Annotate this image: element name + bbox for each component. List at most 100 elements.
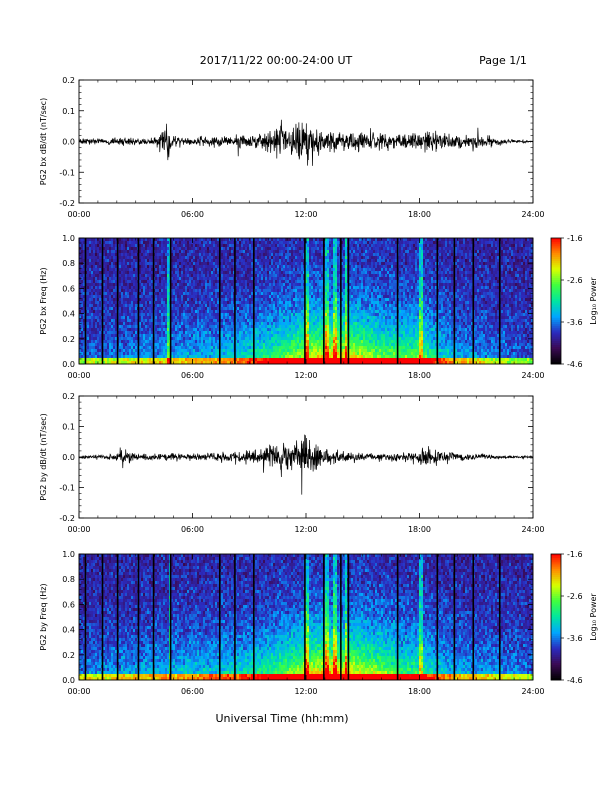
spectrogram-cell (181, 352, 184, 356)
spectrogram-cell (173, 316, 176, 320)
spectrogram-cell (271, 289, 274, 293)
spectrogram-cell (277, 331, 280, 335)
spectrogram-cell (249, 361, 252, 365)
spectrogram-cell (109, 271, 112, 275)
spectrogram-cell (291, 292, 294, 296)
spectrogram-cell (295, 268, 298, 272)
spectrogram-cell (139, 346, 142, 350)
spectrogram-cell (291, 325, 294, 329)
spectrogram-cell (241, 259, 244, 263)
spectrogram-cell (177, 277, 180, 281)
spectrogram-cell (149, 352, 152, 356)
spectrogram-cell (115, 313, 118, 317)
spectrogram-cell (105, 298, 108, 302)
spectrogram-cell (89, 343, 92, 347)
spectrogram-cell (267, 298, 270, 302)
spectrogram-cell (145, 343, 148, 347)
spectrogram-cell (171, 256, 174, 260)
spectrogram-cell (99, 259, 102, 263)
spectrogram-cell (281, 313, 284, 317)
spectrogram-cell (197, 325, 200, 329)
spectrogram-cell (259, 244, 262, 248)
spectrogram-cell (227, 349, 230, 353)
spectrogram-cell (307, 316, 310, 320)
spectrogram-cell (81, 238, 84, 242)
spectrogram-cell (301, 301, 304, 305)
spectrogram-cell (139, 271, 142, 275)
spectrogram-cell (293, 286, 296, 290)
spectrogram-cell (113, 277, 116, 281)
spectrogram-cell (241, 241, 244, 245)
spectrogram-cell (295, 283, 298, 287)
spectrogram-cell (255, 337, 258, 341)
spectrogram-cell (173, 346, 176, 350)
spectrogram-cell (301, 343, 304, 347)
spectrogram-cell (131, 331, 134, 335)
spectrogram-cell (179, 313, 182, 317)
spectrogram-cell (277, 310, 280, 314)
spectrogram-cell (167, 328, 170, 332)
spectrogram-cell (285, 292, 288, 296)
spectrogram-cell (141, 268, 144, 272)
spectrogram-cell (237, 301, 240, 305)
spectrogram-cell (195, 271, 198, 275)
spectrogram-cell (145, 256, 148, 260)
spectrogram-cell (143, 286, 146, 290)
spectrogram-cell (237, 307, 240, 311)
spectrogram-cell (283, 286, 286, 290)
spectrogram-cell (133, 334, 136, 338)
spectrogram-cell (217, 253, 220, 257)
spectrogram-cell (157, 250, 160, 254)
spectrogram-cell (203, 349, 206, 353)
spectrogram-cell (287, 325, 290, 329)
spectrogram-cell (97, 259, 100, 263)
spectrogram-cell (127, 310, 130, 314)
spectrogram-cell (275, 253, 278, 257)
spectrogram-cell (215, 316, 218, 320)
spectrogram-cell (181, 259, 184, 263)
spectrogram-cell (177, 349, 180, 353)
spectrogram-cell (229, 316, 232, 320)
spectrogram-cell (285, 244, 288, 248)
spectrogram-cell (237, 352, 240, 356)
spectrogram-cell (175, 259, 178, 263)
spectrogram-cell (177, 241, 180, 245)
spectrogram-cell (91, 355, 94, 359)
spectrogram-cell (223, 268, 226, 272)
spectrogram-cell (143, 361, 146, 365)
spectrogram-cell (267, 337, 270, 341)
spectrogram-cell (177, 292, 180, 296)
spectrogram-cell (115, 355, 118, 359)
spectrogram-cell (279, 298, 282, 302)
spectrogram-cell (259, 316, 262, 320)
spectrogram-cell (187, 262, 190, 266)
spectrogram-cell (187, 259, 190, 263)
spectrogram-cell (119, 241, 122, 245)
spectrogram-cell (125, 337, 128, 341)
spectrogram-cell (155, 319, 158, 323)
spectrogram-cell (237, 271, 240, 275)
spectrogram-cell (173, 343, 176, 347)
spectrogram-cell (181, 304, 184, 308)
spectrogram-cell (87, 361, 90, 365)
spectrogram-cell (149, 256, 152, 260)
spectrogram-cell (143, 352, 146, 356)
spectrogram-cell (177, 268, 180, 272)
spectrogram-cell (215, 295, 218, 299)
spectrogram-cell (131, 325, 134, 329)
spectrogram-cell (207, 283, 210, 287)
spectrogram-cell (183, 265, 186, 269)
spectrogram-cell (127, 319, 130, 323)
spectrogram-cell (295, 256, 298, 260)
spectrogram-cell (261, 250, 264, 254)
spectrogram-cell (135, 238, 138, 242)
spectrogram-cell (107, 256, 110, 260)
spectrogram-cell (267, 352, 270, 356)
spectrogram-cell (241, 307, 244, 311)
spectrogram-cell (113, 283, 116, 287)
spectrogram-cell (175, 298, 178, 302)
spectrogram-cell (187, 271, 190, 275)
spectrogram-cell (201, 247, 204, 251)
spectrogram-cell (155, 265, 158, 269)
spectrogram-cell (121, 304, 124, 308)
